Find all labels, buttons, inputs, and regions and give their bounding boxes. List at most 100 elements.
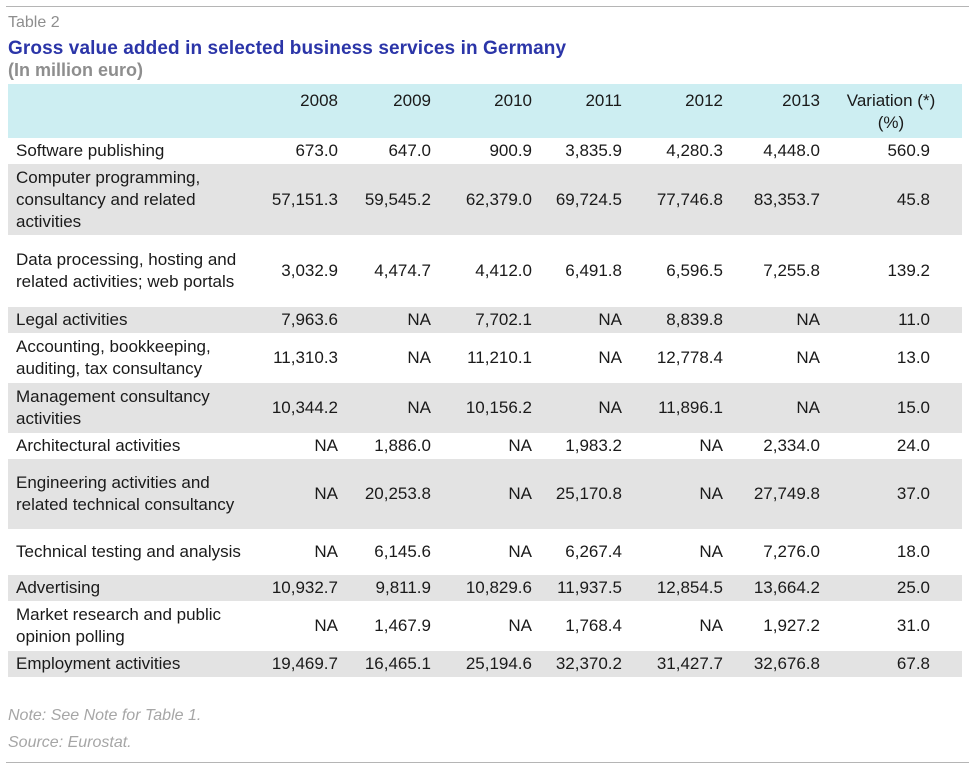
value-cell-2008: NA [314, 542, 338, 561]
value-cell-2008: 57,151.3 [258, 164, 338, 235]
value-cell-2012: 8,839.8 [622, 307, 723, 333]
value-cell-2011: NA [598, 348, 622, 367]
value-cell-2011: 69,724.5 [532, 164, 622, 235]
table-title: Gross value added in selected business s… [8, 38, 567, 59]
table-row: Data processing, hosting and related act… [8, 235, 962, 307]
row-label: Engineering activities and related techn… [8, 459, 258, 529]
value-cell-2009: 59,545.2 [338, 164, 431, 235]
value-cell-2012: 12,778.4 [656, 348, 723, 367]
row-label: Legal activities [8, 307, 258, 333]
row-label: Accounting, bookkeeping, auditing, tax c… [16, 337, 211, 378]
value-cell-2013: 32,676.8 [723, 651, 820, 677]
table-row: Computer programming, consultancy and re… [8, 164, 962, 235]
value-cell-2009: 4,474.7 [374, 261, 431, 280]
value-cell-2012: 11,896.1 [622, 383, 723, 433]
row-label: Management consultancy activities [8, 383, 258, 433]
value-cell-2008: NA [258, 459, 338, 529]
row-label: Advertising [8, 575, 258, 601]
value-cell-2012: NA [699, 616, 723, 635]
variation-cell: 11.0 [820, 307, 962, 333]
variation-cell: 139.2 [887, 261, 930, 280]
variation-cell: 15.0 [820, 383, 962, 433]
value-cell-2010: 4,412.0 [475, 261, 532, 280]
table-note: Note: See Note for Table 1. [8, 707, 202, 724]
value-cell-2013: NA [723, 383, 820, 433]
table-row: Market research and public opinion polli… [8, 601, 962, 651]
value-cell-2012: 77,746.8 [622, 164, 723, 235]
value-cell-2012: NA [699, 542, 723, 561]
value-cell-2011: 1,983.2 [565, 436, 622, 455]
value-cell-2010: 25,194.6 [431, 651, 532, 677]
row-label: Architectural activities [16, 436, 181, 455]
table-subtitle: (In million euro) [8, 60, 143, 80]
col-header-2008: 2008 [258, 84, 338, 138]
value-cell-2008: 11,310.3 [273, 348, 338, 367]
value-cell-2012: NA [699, 436, 723, 455]
row-label: Market research and public opinion polli… [16, 605, 222, 646]
value-cell-2011: 6,267.4 [565, 542, 622, 561]
value-cell-2009: 20,253.8 [338, 459, 431, 529]
table-row: Employment activities 19,469.7 16,465.1 25,… [8, 651, 962, 677]
variation-cell: 31.0 [896, 616, 930, 635]
value-cell-2009: NA [407, 348, 431, 367]
row-label: Software publishing [16, 141, 165, 160]
variation-cell: 25.0 [820, 575, 962, 601]
variation-cell: 18.0 [896, 542, 930, 561]
value-cell-2013: NA [796, 348, 820, 367]
table-body: Software publishing 673.0 647.0 900.9 3,835.… [8, 138, 962, 677]
table-row: Technical testing and analysis NA 6,145.6 N… [8, 529, 962, 575]
value-cell-2009: 1,886.0 [374, 436, 431, 455]
value-cell-2013: 13,664.2 [723, 575, 820, 601]
variation-cell: 37.0 [820, 459, 962, 529]
value-cell-2010: NA [508, 436, 532, 455]
value-cell-2008: 7,963.6 [258, 307, 338, 333]
value-cell-2008: 10,932.7 [258, 575, 338, 601]
row-label: Technical testing and analysis [16, 542, 241, 561]
value-cell-2011: 3,835.9 [565, 141, 622, 160]
value-cell-2010: NA [508, 542, 532, 561]
col-header-2011: 2011 [532, 84, 622, 138]
value-cell-2009: 16,465.1 [338, 651, 431, 677]
value-cell-2012: 6,596.5 [666, 261, 723, 280]
value-cell-2010: 10,829.6 [431, 575, 532, 601]
value-cell-2008: 3,032.9 [281, 261, 338, 280]
bottom-rule [6, 762, 969, 763]
variation-cell: 67.8 [820, 651, 962, 677]
value-cell-2010: 62,379.0 [431, 164, 532, 235]
value-cell-2011: 25,170.8 [532, 459, 622, 529]
value-cell-2011: NA [532, 307, 622, 333]
value-cell-2011: 32,370.2 [532, 651, 622, 677]
value-cell-2013: 2,334.0 [763, 436, 820, 455]
col-header-2012: 2012 [622, 84, 723, 138]
value-cell-2013: 7,276.0 [763, 542, 820, 561]
variation-cell: 45.8 [820, 164, 962, 235]
variation-cell: 24.0 [896, 436, 930, 455]
value-cell-2012: 4,280.3 [666, 141, 723, 160]
value-cell-2013: NA [723, 307, 820, 333]
row-label: Employment activities [8, 651, 258, 677]
value-cell-2011: 11,937.5 [532, 575, 622, 601]
col-header-2009: 2009 [338, 84, 431, 138]
data-table: 2008 2009 2010 2011 2012 2013 Variation … [8, 84, 962, 677]
value-cell-2010: 10,156.2 [431, 383, 532, 433]
value-cell-2011: NA [532, 383, 622, 433]
value-cell-2013: 7,255.8 [763, 261, 820, 280]
table-row: Management consultancy activities 10,344.… [8, 383, 962, 433]
value-cell-2013: 1,927.2 [763, 616, 820, 635]
row-label: Computer programming, consultancy and re… [8, 164, 258, 235]
value-cell-2012: NA [622, 459, 723, 529]
variation-cell: 560.9 [887, 141, 930, 160]
variation-header-line2: (%) [877, 113, 905, 132]
value-cell-2008: 10,344.2 [258, 383, 338, 433]
table-row: Engineering activities and related techn… [8, 459, 962, 529]
value-cell-2012: 12,854.5 [622, 575, 723, 601]
table-row: Accounting, bookkeeping, auditing, tax c… [8, 333, 962, 383]
col-header-2013: 2013 [723, 84, 820, 138]
value-cell-2010: NA [508, 616, 532, 635]
col-header-2010: 2010 [431, 84, 532, 138]
value-cell-2009: 647.0 [388, 141, 431, 160]
value-cell-2010: 7,702.1 [431, 307, 532, 333]
value-cell-2013: 4,448.0 [763, 141, 820, 160]
table-row: Software publishing 673.0 647.0 900.9 3,835.… [8, 138, 962, 164]
table-label: Table 2 [8, 14, 60, 31]
